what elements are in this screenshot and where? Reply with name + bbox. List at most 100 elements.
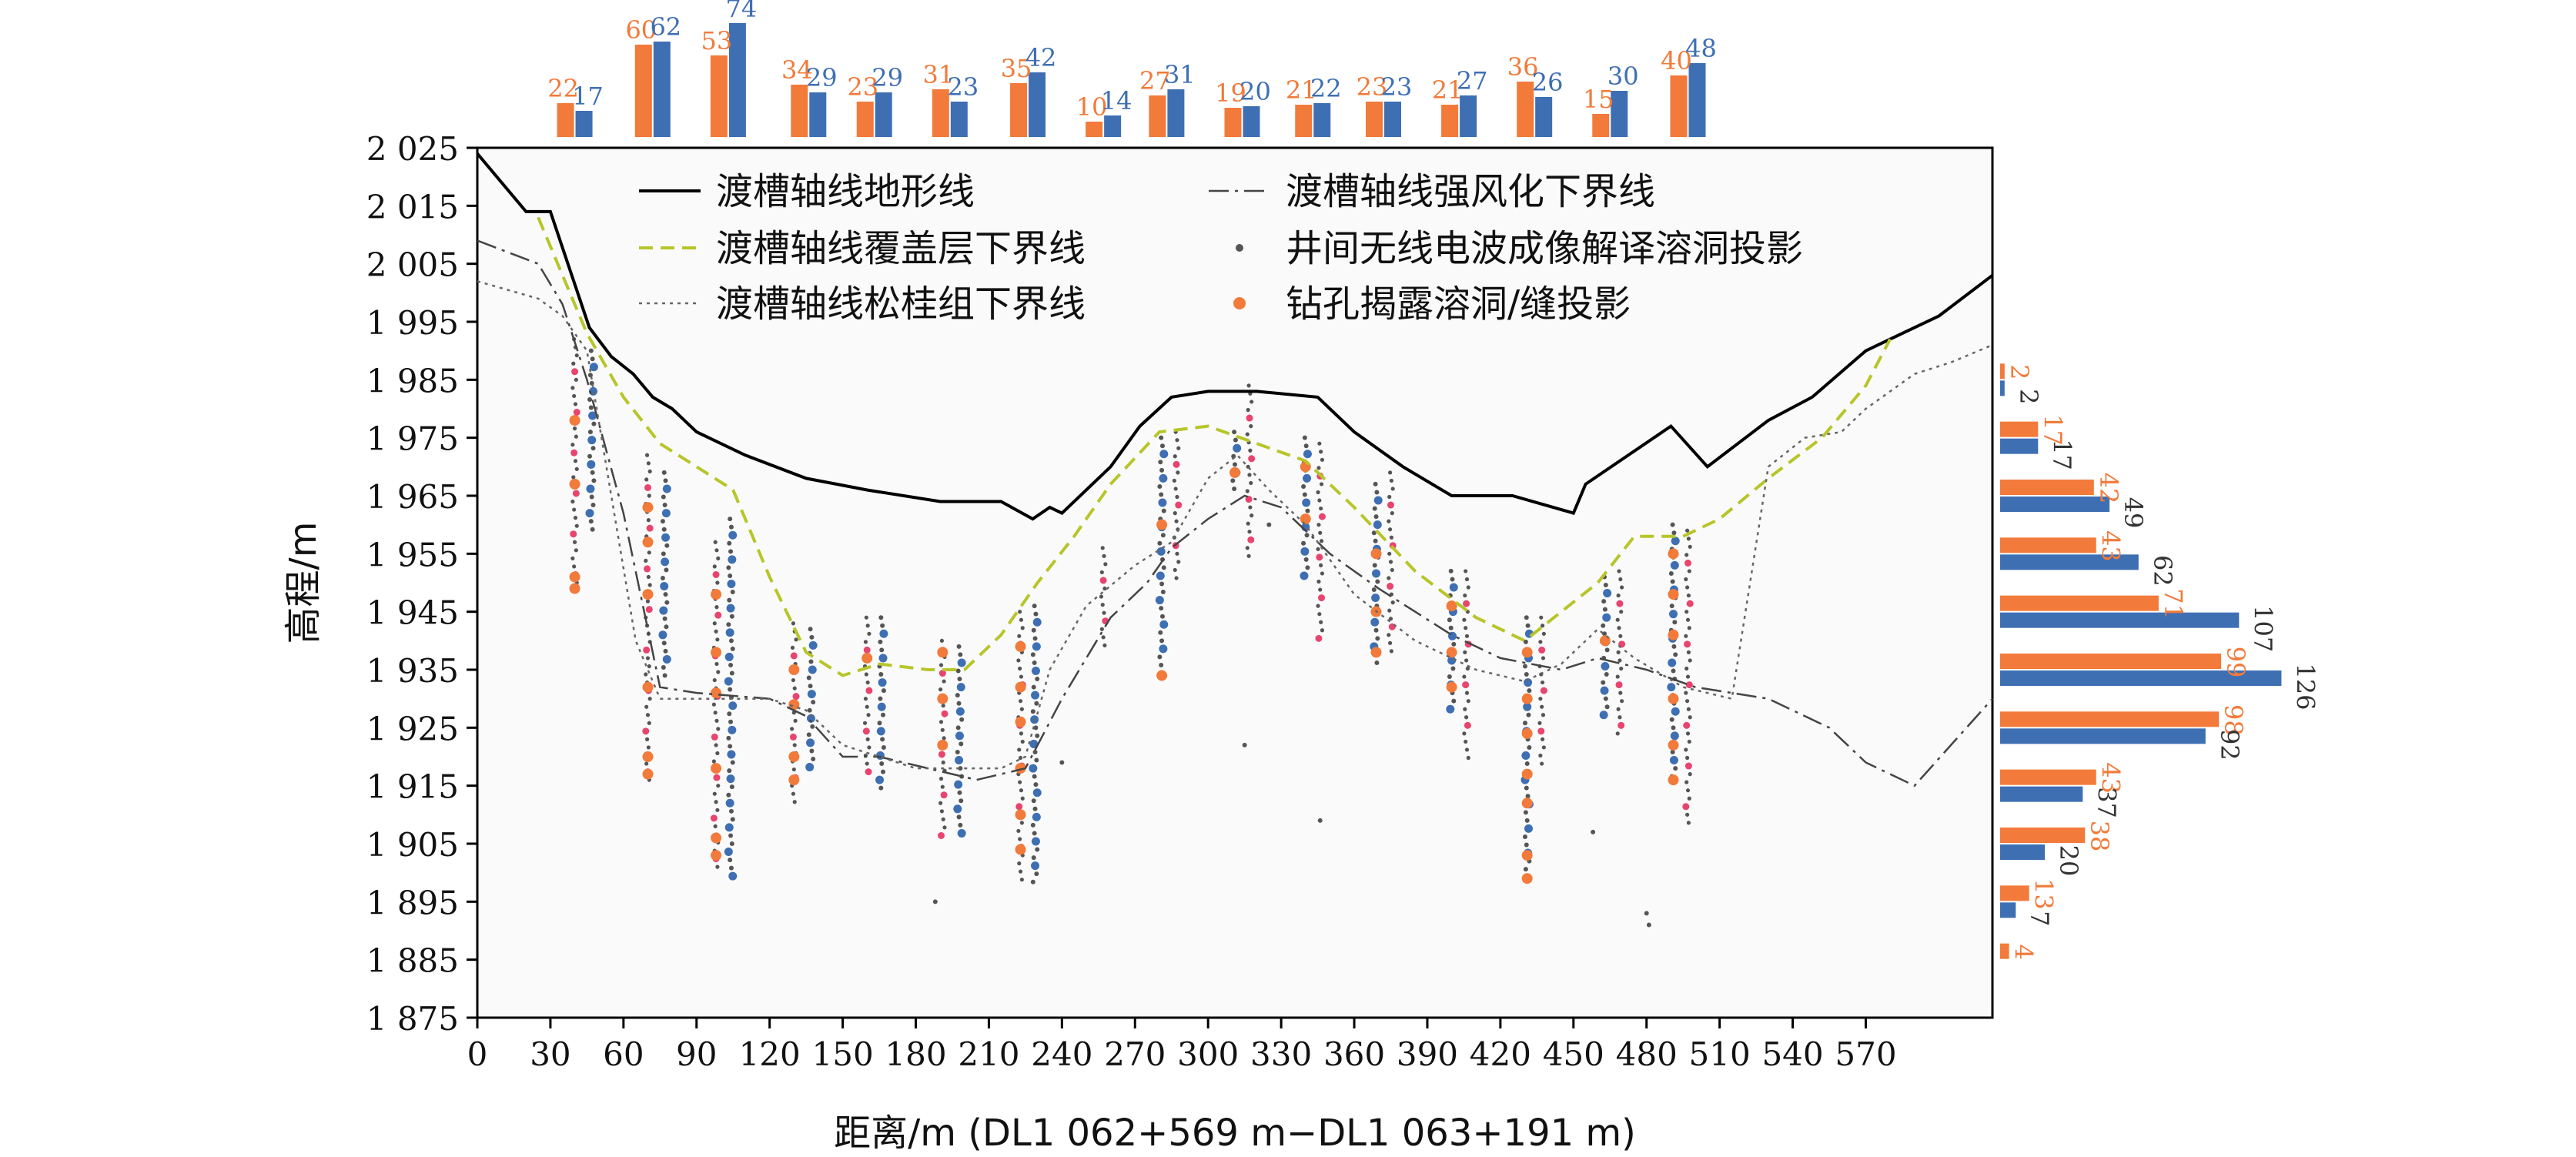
cavity-point [1541, 745, 1546, 750]
side-bar-blue-label: 92 [2215, 729, 2244, 761]
cavity-point [1684, 559, 1692, 567]
x-tick-label: 420 [1470, 1035, 1531, 1073]
cavity-point [570, 499, 575, 504]
cavity-point [591, 421, 597, 426]
borehole-cavity-point [711, 647, 722, 658]
cavity-point [1320, 457, 1325, 462]
borehole-cavity-point [1370, 647, 1382, 658]
cavity-point [1684, 634, 1688, 638]
cavity-point [661, 494, 666, 500]
cavity-point [1018, 610, 1022, 614]
cavity-point [1462, 617, 1467, 622]
cavity-point [1019, 878, 1024, 882]
cavity-point [1387, 583, 1394, 590]
side-bar-orange-label: 99 [2221, 647, 2250, 678]
side-bar-blue-label: 20 [2054, 845, 2083, 877]
cavity-point [1462, 681, 1470, 689]
cavity-point [1019, 707, 1024, 711]
cavity-point [1018, 755, 1023, 761]
cavity-point [1389, 478, 1393, 483]
cavity-point [728, 517, 733, 522]
cavity-point [1032, 831, 1037, 836]
top-bar-blue-label: 42 [1025, 43, 1057, 72]
cavity-point [1032, 806, 1038, 811]
cavity-point [727, 597, 732, 603]
cavity-point [647, 721, 651, 725]
top-bar-orange-label: 60 [625, 15, 657, 45]
borehole-cavity-point [711, 687, 722, 699]
borehole-cavity-point [1156, 519, 1168, 530]
borehole-cavity-point [711, 832, 722, 844]
cavity-point [664, 543, 670, 548]
side-bar-orange-label: 71 [2159, 588, 2188, 620]
cavity-point [646, 461, 651, 466]
cavity-point [647, 583, 652, 587]
cavity-point [1031, 855, 1036, 861]
top-bar-orange [710, 55, 728, 137]
top-bar-orange [1010, 83, 1028, 137]
cavity-point [587, 453, 593, 459]
cavity-point [1159, 450, 1169, 459]
cavity-point [791, 621, 796, 626]
cavity-point [865, 768, 872, 776]
cavity-point [1523, 702, 1532, 711]
cavity-point [573, 402, 578, 406]
side-bar-blue [2000, 380, 2005, 396]
cavity-point [865, 761, 869, 766]
cavity-point [1160, 590, 1166, 595]
cavity-point [1669, 756, 1678, 765]
y-tick-label: 1 895 [366, 884, 459, 921]
cavity-point [792, 686, 797, 691]
cavity-point [1617, 626, 1621, 630]
cavity-point [1156, 547, 1166, 556]
cavity-point [1464, 721, 1471, 729]
cavity-point [1541, 713, 1546, 717]
cavity-point [1685, 681, 1693, 689]
cavity-point [728, 808, 734, 814]
borehole-cavity-point [861, 652, 873, 664]
cavity-point [1319, 506, 1323, 511]
cavity-point [1318, 587, 1323, 592]
cavity-point [1232, 430, 1237, 435]
cavity-point [1685, 528, 1690, 533]
side-bar-orange-label: 13 [2029, 878, 2059, 910]
cavity-point [589, 363, 598, 372]
cavity-point-outlier [1266, 522, 1272, 527]
cavity-point [1233, 462, 1237, 467]
cavity-point [1020, 739, 1025, 744]
cavity-point [957, 828, 966, 838]
cavity-point [1303, 443, 1309, 449]
cavity-point [805, 763, 815, 772]
cavity-point [1671, 668, 1676, 674]
cavity-point [1684, 640, 1691, 648]
cavity-point [726, 774, 735, 784]
cavity-point [574, 434, 578, 439]
cavity-point [1173, 454, 1177, 459]
cavity-point [806, 675, 811, 680]
cavity-point [1538, 640, 1543, 644]
cavity-point [1601, 623, 1606, 628]
y-tick-label: 1 885 [366, 942, 459, 980]
cavity-point [571, 361, 576, 366]
cavity-point [1615, 681, 1623, 689]
cavity-point [1159, 467, 1165, 473]
cavity-point [1100, 603, 1105, 607]
cavity-point [1447, 674, 1452, 680]
cavity-point [942, 736, 946, 741]
cavity-point [645, 656, 651, 660]
cavity-point [1463, 593, 1467, 598]
cavity-point [1159, 614, 1165, 619]
borehole-cavity-point [1668, 693, 1679, 704]
cavity-point [714, 661, 719, 667]
cavity-point [940, 791, 948, 799]
cavity-point [791, 767, 796, 772]
top-bar-blue [1029, 72, 1046, 137]
x-tick-label: 360 [1323, 1035, 1385, 1073]
cavity-point [1032, 774, 1037, 779]
cavity-point [955, 707, 965, 716]
cavity-point [790, 652, 798, 660]
cavity-point [1522, 664, 1527, 669]
cavity-point [646, 574, 651, 580]
cavity-point [1316, 604, 1320, 608]
cavity-point [1302, 492, 1307, 497]
